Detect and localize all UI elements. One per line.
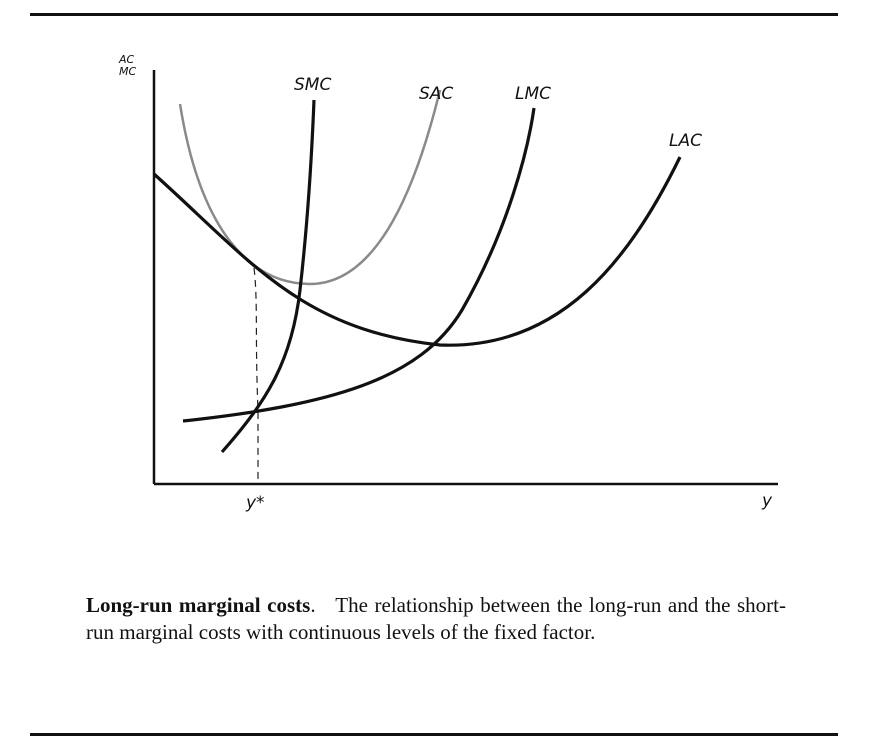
smc-curve <box>220 99 316 454</box>
y-star-dashed-line <box>253 267 259 484</box>
y-axis-label-ac: AC <box>118 53 135 66</box>
sac-label: SAC <box>419 84 453 104</box>
lac-curve <box>152 156 682 347</box>
y-axis-label-mc: MC <box>119 65 136 78</box>
caption-title: Long-run marginal costs <box>86 593 311 617</box>
smc-label: SMC <box>294 75 331 95</box>
y-star-label: y* <box>245 493 265 513</box>
x-axis-label: y <box>761 491 773 511</box>
caption-separator: . <box>310 593 316 617</box>
lac-label: LAC <box>669 131 702 151</box>
figure-caption: Long-run marginal costs. The relationshi… <box>86 592 786 646</box>
top-rule <box>30 13 838 16</box>
bottom-rule <box>30 733 838 736</box>
caption-body: The relationship between the long-run an… <box>86 593 786 644</box>
lmc-label: LMC <box>515 84 551 104</box>
sac-curve <box>178 89 442 286</box>
lmc-curve <box>182 107 536 423</box>
